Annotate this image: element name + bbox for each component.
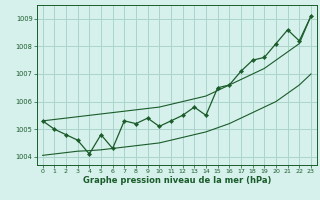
X-axis label: Graphe pression niveau de la mer (hPa): Graphe pression niveau de la mer (hPa) [83,176,271,185]
